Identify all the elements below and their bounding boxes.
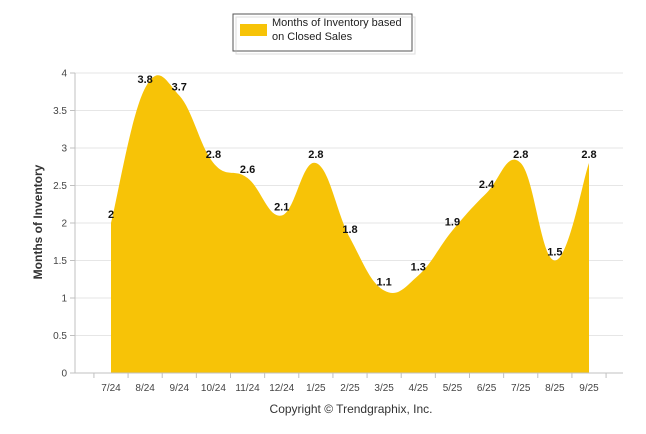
y-tick-label: 2 bbox=[61, 219, 67, 230]
y-tick-label: 4 bbox=[61, 69, 67, 80]
data-label: 1.9 bbox=[445, 217, 460, 229]
x-tick-label: 4/25 bbox=[409, 383, 429, 394]
x-tick-label: 2/25 bbox=[340, 383, 360, 394]
x-tick-label: 10/24 bbox=[201, 383, 226, 394]
y-tick-label: 2.5 bbox=[53, 181, 67, 192]
legend-shadow bbox=[235, 16, 416, 55]
series-area-months-of-inventory[interactable] bbox=[111, 75, 589, 374]
data-label: 1.5 bbox=[547, 247, 562, 259]
data-label: 3.7 bbox=[172, 82, 187, 94]
data-labels: 2 3.8 3.7 2.8 2.6 2.1 2.8 1.8 1.1 1.3 1.9 2.4 2.8 1.5… bbox=[108, 74, 597, 289]
x-tick-label: 7/25 bbox=[511, 383, 531, 394]
legend[interactable]: Months of Inventory based on Closed Sale… bbox=[232, 13, 416, 55]
data-label: 2.6 bbox=[240, 164, 255, 176]
data-label: 2.8 bbox=[206, 149, 221, 161]
data-label: 2.8 bbox=[308, 149, 323, 161]
axes: 0 0.5 1 1.5 2 2.5 3 3.5 4 7/24 8/24 9/24 10/24 11/24 1… bbox=[53, 69, 623, 394]
x-tick-label: 9/25 bbox=[579, 383, 599, 394]
y-tick-label: 0.5 bbox=[53, 331, 67, 342]
y-tick-label: 3 bbox=[61, 144, 67, 155]
x-tick-label: 7/24 bbox=[101, 383, 121, 394]
x-tick-label: 12/24 bbox=[269, 383, 294, 394]
x-tick-label: 11/24 bbox=[235, 383, 260, 394]
x-tick-label: 6/25 bbox=[477, 383, 497, 394]
x-tick-label: 5/25 bbox=[443, 383, 463, 394]
y-tick-label: 0 bbox=[61, 369, 67, 380]
legend-label-line1: Months of Inventory based bbox=[272, 17, 402, 29]
data-label: 2.1 bbox=[274, 202, 289, 214]
x-tick-label: 3/25 bbox=[374, 383, 394, 394]
y-tick-label: 1 bbox=[61, 294, 67, 305]
x-tick-label: 8/24 bbox=[135, 383, 155, 394]
y-axis-title: Months of Inventory bbox=[31, 164, 45, 279]
data-label: 2.8 bbox=[513, 149, 528, 161]
data-label: 2.8 bbox=[581, 149, 596, 161]
data-label: 2 bbox=[108, 209, 114, 221]
copyright-credit: Copyright © Trendgraphix, Inc. bbox=[270, 402, 433, 416]
y-tick-label: 1.5 bbox=[53, 256, 67, 267]
data-label: 3.8 bbox=[137, 74, 152, 86]
legend-label-line2: on Closed Sales bbox=[272, 31, 353, 43]
y-tick-label: 3.5 bbox=[53, 106, 67, 117]
data-label: 1.3 bbox=[411, 262, 426, 274]
series-area-layer bbox=[111, 75, 589, 374]
x-tick-label: 1/25 bbox=[306, 383, 326, 394]
data-label: 1.1 bbox=[376, 277, 391, 289]
legend-swatch bbox=[240, 24, 267, 36]
x-tick-label: 8/25 bbox=[545, 383, 565, 394]
data-label: 2.4 bbox=[479, 179, 495, 191]
data-label: 1.8 bbox=[342, 224, 357, 236]
x-tick-label: 9/24 bbox=[170, 383, 190, 394]
